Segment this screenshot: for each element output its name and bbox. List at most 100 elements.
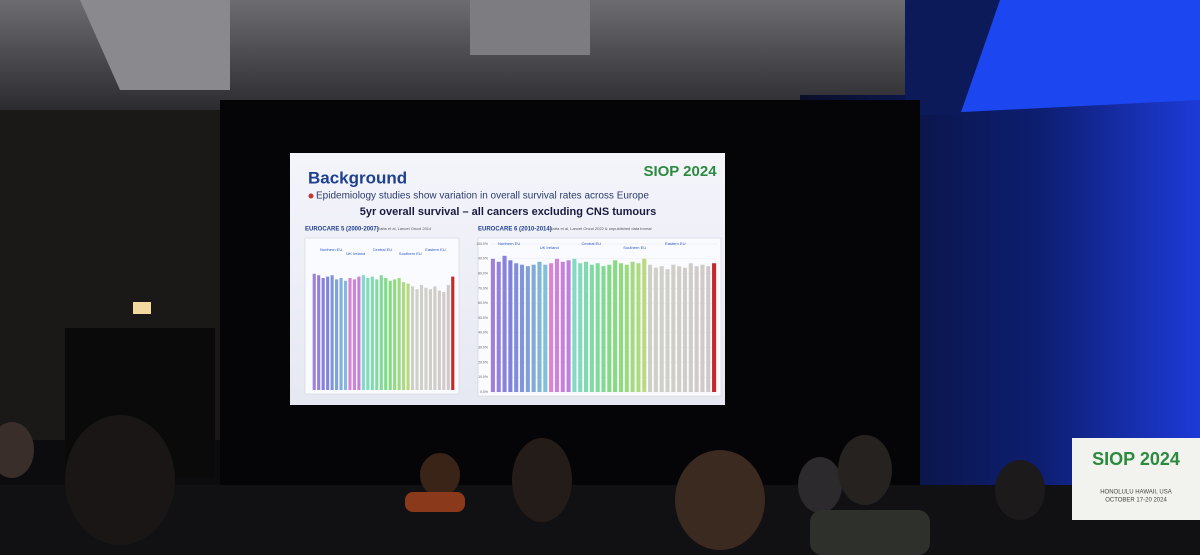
bar <box>451 276 455 390</box>
bar <box>375 279 379 390</box>
bar <box>694 266 699 392</box>
bar <box>415 289 419 390</box>
group-label: Eastern EU <box>665 241 686 246</box>
chart-source: Botta et al, Lancet Oncol 2022 & unpubli… <box>550 226 653 231</box>
bar <box>554 258 559 392</box>
bar <box>410 286 415 390</box>
bar <box>578 263 583 392</box>
slide-heading: 5yr overall survival – all cancers exclu… <box>360 206 657 218</box>
bar <box>636 263 641 392</box>
group-label: Central EU <box>373 247 393 252</box>
group-label: UK Ireland <box>346 251 365 256</box>
y-tick-label: 10.0% <box>478 375 488 379</box>
bar <box>406 283 410 390</box>
slide-charts: EUROCARE 5 (2000-2007)Gatta et al, Lance… <box>304 226 722 397</box>
bar <box>335 279 339 390</box>
bar <box>442 292 446 390</box>
bar <box>446 285 450 390</box>
bar <box>601 266 606 392</box>
bar <box>361 275 365 390</box>
group-label: Central EU <box>582 241 602 246</box>
audience <box>0 415 1200 555</box>
bar <box>348 278 352 390</box>
y-tick-label: 60.0% <box>478 301 488 305</box>
bar <box>613 260 618 392</box>
group-label: Northern EU <box>320 247 342 252</box>
chart-source: Gatta et al, Lancet Oncol 2014 <box>377 226 432 231</box>
bar <box>384 278 388 390</box>
bar <box>502 255 507 392</box>
bar <box>531 264 536 392</box>
chart-title: EUROCARE 5 (2000-2007) <box>305 227 379 233</box>
group-label: UK Ireland <box>540 245 559 250</box>
bar <box>618 263 623 392</box>
bar <box>419 285 424 390</box>
bar <box>665 269 670 392</box>
bar <box>357 276 361 390</box>
y-tick-label: 100.0% <box>476 242 488 246</box>
bar <box>424 287 428 390</box>
podium-dates: OCTOBER 17-20 2024 <box>1105 498 1167 504</box>
group-label: Southern EU <box>399 251 422 256</box>
bar <box>584 261 589 392</box>
bar <box>326 276 330 390</box>
bar <box>537 261 542 392</box>
y-tick-label: 0.0% <box>480 390 488 394</box>
bar <box>370 276 374 390</box>
y-tick-label: 50.0% <box>478 316 488 320</box>
bar <box>607 264 612 392</box>
bar <box>514 263 519 392</box>
y-tick-label: 20.0% <box>478 360 488 364</box>
bar <box>688 263 693 392</box>
bar <box>624 264 629 392</box>
bar <box>706 266 711 392</box>
bar <box>402 282 406 390</box>
bar <box>677 266 682 392</box>
slide-logo: SIOP 2024 <box>643 163 717 180</box>
bar <box>317 275 321 390</box>
bar <box>566 260 571 392</box>
bar <box>525 266 530 392</box>
y-tick-label: 90.0% <box>478 257 488 261</box>
bar <box>428 289 432 390</box>
group-label: Eastern EU <box>425 247 446 252</box>
bar <box>659 266 664 392</box>
bar <box>519 264 525 392</box>
bar <box>339 278 343 390</box>
podium: SIOP 2024 HONOLULU HAWAII, USA OCTOBER 1… <box>1072 438 1200 520</box>
bar <box>712 263 717 392</box>
bar <box>642 258 647 392</box>
bar <box>595 263 600 392</box>
group-label: Northern EU <box>498 241 520 246</box>
bar <box>508 260 513 392</box>
podium-place: HONOLULU HAWAII, USA <box>1100 490 1172 496</box>
bar <box>343 280 348 390</box>
bar <box>433 286 437 390</box>
y-tick-label: 70.0% <box>478 286 488 290</box>
bar <box>388 280 392 390</box>
bar <box>490 258 495 392</box>
y-tick-label: 40.0% <box>478 331 488 335</box>
y-tick-label: 30.0% <box>478 346 488 350</box>
bar <box>397 278 401 390</box>
bar <box>560 261 565 392</box>
bar <box>352 279 357 390</box>
bar <box>653 267 658 392</box>
bar <box>437 290 441 390</box>
bar <box>379 275 383 390</box>
y-tick-label: 80.0% <box>478 272 488 276</box>
chart-title: EUROCARE 6 (2010-2014) <box>478 227 552 233</box>
bar <box>589 264 594 392</box>
bar <box>393 279 397 390</box>
bar <box>496 261 501 392</box>
bar <box>543 264 548 392</box>
bar <box>366 278 370 390</box>
bar <box>682 267 688 392</box>
bar <box>648 264 653 392</box>
bar <box>549 263 554 392</box>
podium-logo: SIOP 2024 <box>1092 449 1180 469</box>
bar <box>330 275 334 390</box>
slide-bullet: Epidemiology studies show variation in o… <box>316 191 649 202</box>
bar <box>312 273 316 390</box>
